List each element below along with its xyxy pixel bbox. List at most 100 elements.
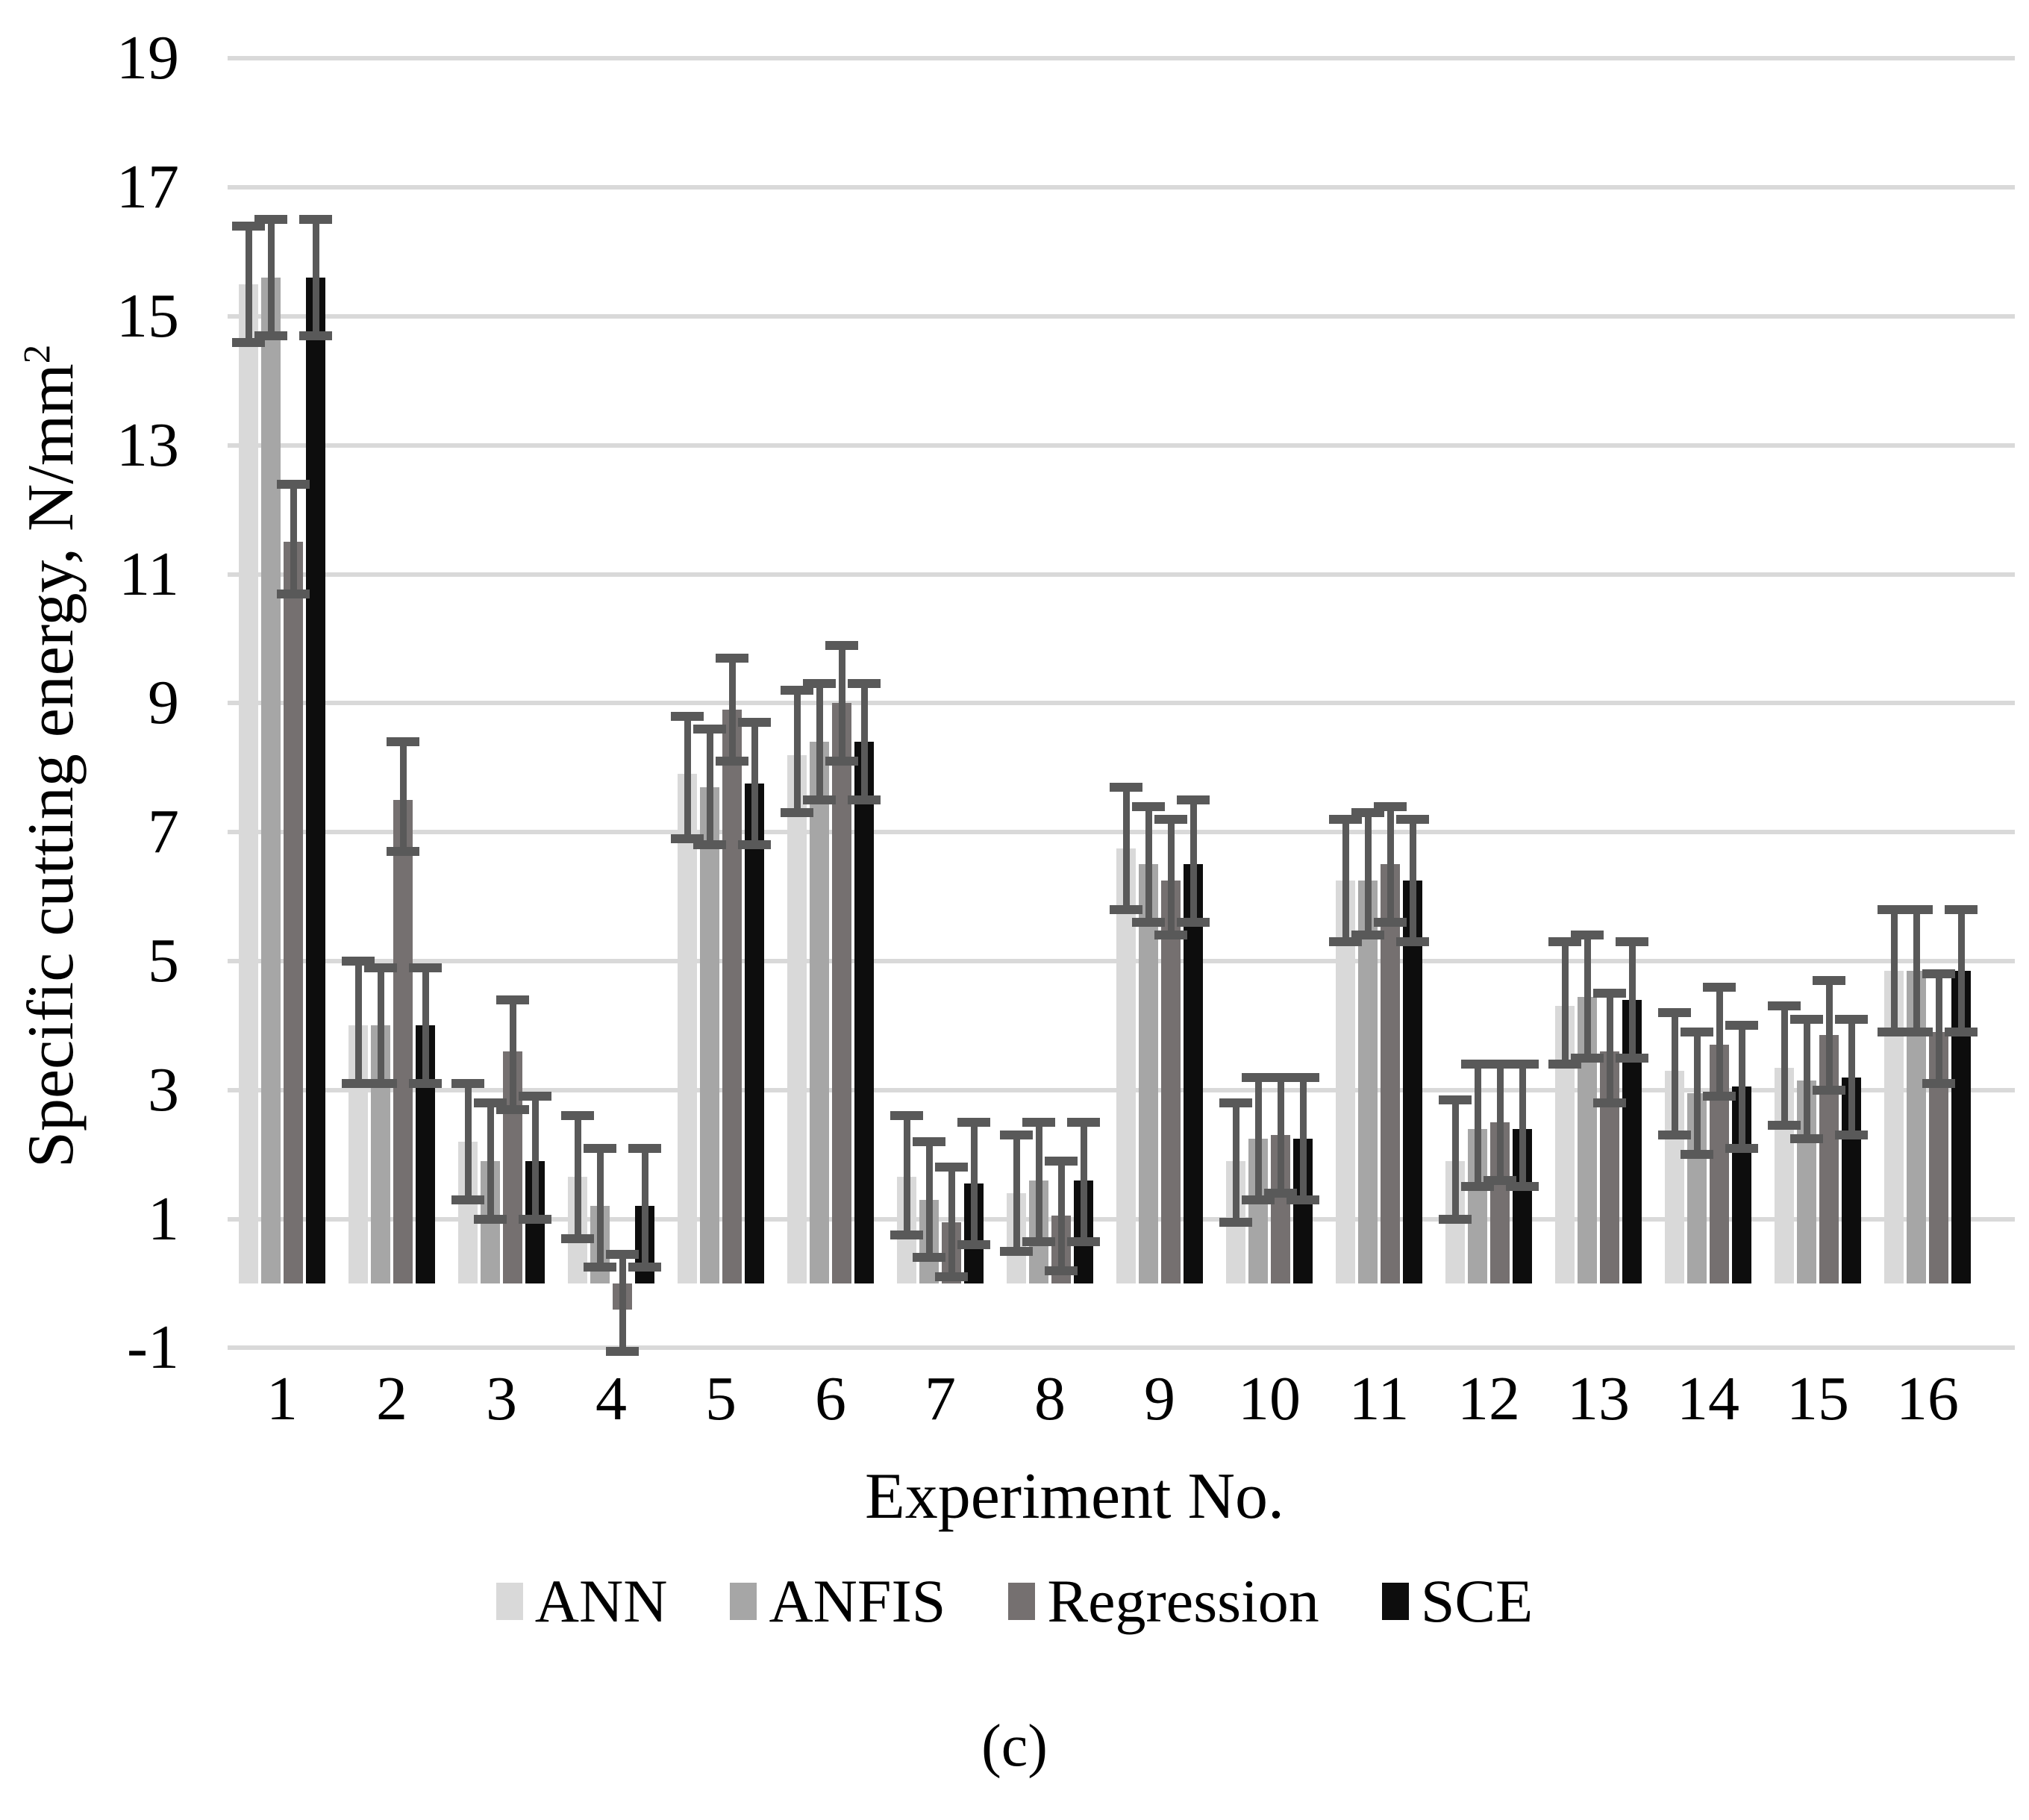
error-bar-anfis-6 bbox=[816, 684, 823, 800]
error-cap-top-sce-16 bbox=[1945, 904, 1978, 914]
error-cap-bottom-sce-10 bbox=[1287, 1195, 1319, 1204]
error-cap-bottom-anfis-13 bbox=[1571, 1053, 1604, 1063]
error-cap-top-regression-8 bbox=[1045, 1156, 1078, 1166]
y-tick-label-7: 7 bbox=[148, 797, 179, 867]
x-tick-label-8: 8 bbox=[1034, 1364, 1066, 1433]
error-bar-regression-7 bbox=[948, 1167, 955, 1278]
error-cap-bottom-sce-1 bbox=[299, 331, 332, 340]
error-cap-top-regression-3 bbox=[496, 995, 529, 1004]
error-bar-regression-4 bbox=[619, 1254, 626, 1351]
error-cap-bottom-sce-3 bbox=[519, 1214, 551, 1224]
error-cap-bottom-anfis-11 bbox=[1351, 931, 1384, 940]
error-bar-ann-9 bbox=[1122, 787, 1130, 910]
error-cap-top-ann-12 bbox=[1439, 1095, 1472, 1104]
error-bar-ann-7 bbox=[903, 1116, 910, 1236]
legend-label-ann: ANN bbox=[534, 1567, 668, 1635]
error-bar-sce-11 bbox=[1409, 819, 1416, 942]
error-cap-bottom-sce-7 bbox=[957, 1240, 990, 1250]
error-cap-bottom-sce-9 bbox=[1177, 918, 1210, 928]
error-bar-regression-1 bbox=[290, 484, 297, 594]
error-bar-anfis-12 bbox=[1474, 1064, 1481, 1187]
error-bar-ann-13 bbox=[1561, 942, 1569, 1065]
error-cap-bottom-anfis-4 bbox=[584, 1263, 616, 1272]
bar-regression-9 bbox=[1161, 881, 1181, 1283]
error-cap-bottom-sce-4 bbox=[628, 1263, 661, 1272]
y-tick-label-15: 15 bbox=[116, 281, 179, 351]
error-bar-regression-16 bbox=[1935, 974, 1942, 1084]
error-cap-top-sce-14 bbox=[1725, 1021, 1758, 1031]
error-bar-regression-3 bbox=[509, 999, 516, 1110]
error-cap-top-anfis-1 bbox=[254, 215, 287, 225]
error-bar-ann-10 bbox=[1232, 1103, 1239, 1222]
error-cap-bottom-regression-2 bbox=[387, 847, 419, 857]
x-tick-label-3: 3 bbox=[486, 1364, 517, 1433]
error-bar-ann-4 bbox=[574, 1116, 581, 1239]
bar-sce-9 bbox=[1184, 864, 1203, 1283]
gridline-y-15 bbox=[228, 314, 2015, 319]
x-tick-label-11: 11 bbox=[1348, 1364, 1410, 1433]
gridline-y-11 bbox=[228, 572, 2015, 577]
x-tick-label-4: 4 bbox=[595, 1364, 627, 1433]
error-cap-bottom-anfis-2 bbox=[364, 1079, 397, 1089]
error-cap-bottom-regression-15 bbox=[1813, 1085, 1845, 1095]
y-tick-label-3: 3 bbox=[148, 1054, 179, 1125]
bar-regression-5 bbox=[722, 710, 742, 1283]
error-bar-sce-4 bbox=[641, 1148, 648, 1268]
error-cap-top-sce-11 bbox=[1396, 814, 1429, 824]
legend-label-sce: SCE bbox=[1420, 1567, 1534, 1635]
error-cap-bottom-sce-14 bbox=[1725, 1143, 1758, 1153]
error-bar-regression-5 bbox=[728, 657, 736, 762]
error-cap-bottom-sce-11 bbox=[1396, 937, 1429, 947]
error-cap-bottom-ann-4 bbox=[561, 1233, 594, 1243]
error-cap-bottom-regression-9 bbox=[1154, 931, 1187, 940]
bar-sce-6 bbox=[854, 742, 874, 1283]
error-cap-top-regression-6 bbox=[825, 640, 858, 650]
bar-sce-1 bbox=[306, 278, 325, 1283]
y-tick-label-13: 13 bbox=[116, 410, 179, 480]
error-bar-sce-16 bbox=[1957, 909, 1965, 1033]
error-cap-bottom-anfis-8 bbox=[1022, 1236, 1055, 1246]
error-cap-bottom-ann-6 bbox=[781, 808, 813, 818]
error-cap-top-regression-13 bbox=[1593, 989, 1626, 998]
error-cap-bottom-regression-8 bbox=[1045, 1266, 1078, 1275]
error-cap-bottom-regression-3 bbox=[496, 1104, 529, 1114]
error-cap-top-ann-10 bbox=[1219, 1098, 1252, 1108]
error-cap-bottom-anfis-7 bbox=[913, 1253, 945, 1263]
bar-anfis-1 bbox=[261, 278, 281, 1283]
bar-ann-11 bbox=[1336, 881, 1355, 1283]
gridline-y-19 bbox=[228, 56, 2015, 61]
error-bar-anfis-13 bbox=[1584, 935, 1591, 1058]
error-bar-anfis-11 bbox=[1364, 813, 1372, 936]
error-cap-top-anfis-9 bbox=[1132, 801, 1165, 811]
error-bar-ann-8 bbox=[1013, 1135, 1020, 1251]
error-cap-top-regression-11 bbox=[1374, 801, 1407, 811]
error-bar-ann-12 bbox=[1451, 1099, 1459, 1219]
x-tick-label-7: 7 bbox=[925, 1364, 956, 1433]
error-cap-bottom-sce-6 bbox=[848, 795, 881, 804]
gridline-y-13 bbox=[228, 443, 2015, 448]
error-cap-bottom-sce-2 bbox=[409, 1079, 442, 1089]
bar-anfis-5 bbox=[700, 787, 719, 1283]
error-cap-top-regression-7 bbox=[935, 1163, 968, 1172]
error-bar-regression-2 bbox=[399, 742, 407, 852]
x-tick-label-12: 12 bbox=[1457, 1364, 1520, 1433]
error-bar-anfis-2 bbox=[377, 967, 384, 1084]
bar-sce-5 bbox=[745, 784, 764, 1283]
y-tick-label-5: 5 bbox=[148, 926, 179, 995]
x-tick-label-16: 16 bbox=[1896, 1364, 1959, 1433]
y-tick-label-11: 11 bbox=[119, 539, 179, 609]
error-cap-top-anfis-2 bbox=[364, 963, 397, 972]
error-cap-top-regression-4 bbox=[606, 1250, 639, 1260]
error-bar-sce-8 bbox=[1080, 1122, 1087, 1242]
error-cap-top-ann-14 bbox=[1658, 1008, 1691, 1018]
error-bar-sce-5 bbox=[751, 722, 758, 845]
legend-swatch-sce bbox=[1381, 1583, 1409, 1620]
bar-anfis-11 bbox=[1358, 881, 1378, 1283]
error-cap-top-sce-1 bbox=[299, 215, 332, 225]
bar-anfis-6 bbox=[810, 742, 829, 1283]
x-tick-label-1: 1 bbox=[266, 1364, 298, 1433]
error-cap-top-anfis-4 bbox=[584, 1143, 616, 1153]
error-bar-anfis-5 bbox=[706, 728, 713, 845]
x-tick-label-14: 14 bbox=[1677, 1364, 1739, 1433]
